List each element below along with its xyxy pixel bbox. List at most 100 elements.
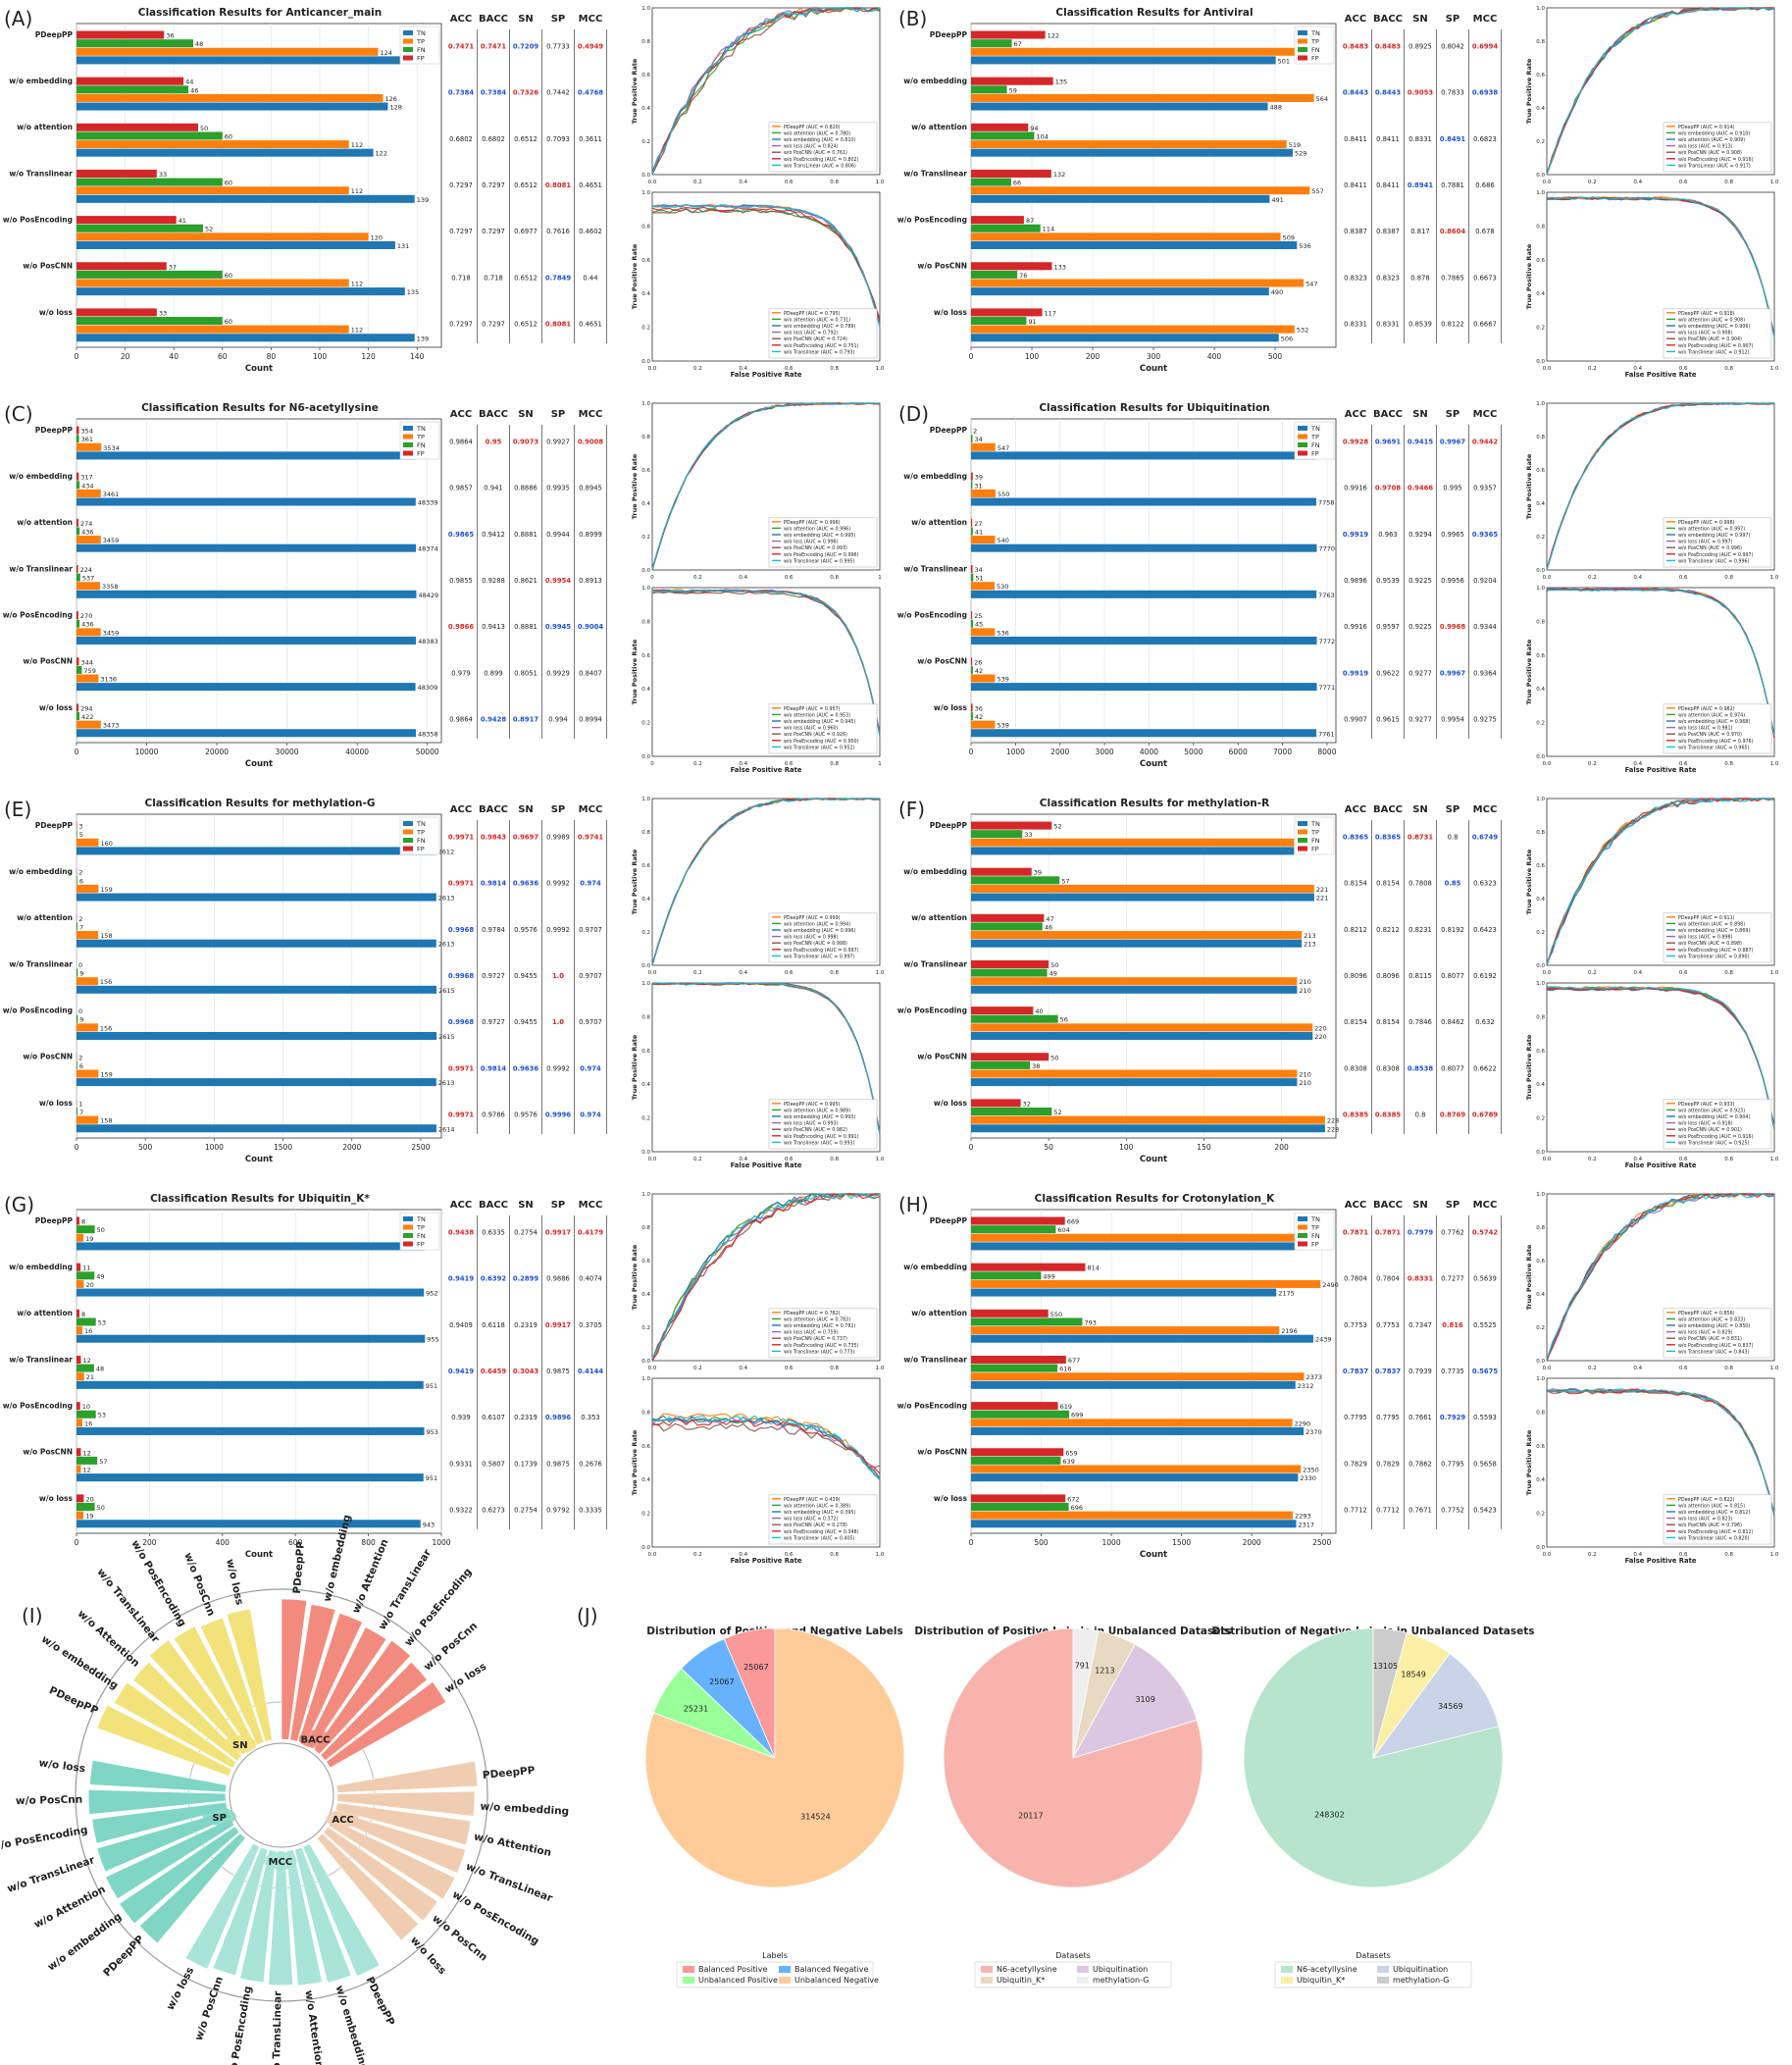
bar-value-label: 104 <box>1036 132 1048 140</box>
bar-fn <box>77 1225 95 1234</box>
roc-legend-label: PDeepPP (AUC = 0.914) <box>1678 125 1735 130</box>
roc-xtick: 0.0 <box>648 180 657 185</box>
x-tick-label: 0 <box>969 748 974 756</box>
metric-value: 0.6512 <box>514 181 538 189</box>
metric-value: 0.4949 <box>578 43 603 51</box>
bar-value-label: 2196 <box>1281 1327 1298 1335</box>
polar-bar <box>184 1842 260 1970</box>
fpr-label: False Positive Rate <box>731 371 802 379</box>
roc-legend-label: w/o PosEncoding (AUC = 0.887) <box>1678 948 1754 954</box>
metric-value: 0.6749 <box>1472 834 1498 842</box>
polar-bar <box>336 1790 476 1817</box>
metric-value: 0.7753 <box>1344 1321 1367 1329</box>
bar-fn <box>77 1364 94 1372</box>
polar-bar <box>316 1833 420 1941</box>
bar-fp <box>971 564 973 573</box>
roc-legend-label: w/o Translinear (AUC = 0.843) <box>1678 1349 1750 1355</box>
bar-value-label: 0 <box>78 961 82 969</box>
metric-value: 0.9053 <box>1408 89 1433 97</box>
metric-header: ACC <box>450 804 472 815</box>
roc-xtick: 0.2 <box>693 970 702 976</box>
pie-slice <box>1372 1652 1500 1759</box>
metric-value: 0.5807 <box>482 1460 505 1468</box>
metric-value: 0.9917 <box>545 1229 571 1237</box>
legend-swatch-fp <box>403 450 413 456</box>
bar-value-label: 41 <box>179 217 186 225</box>
pr-xtick: 0.0 <box>1543 1552 1552 1558</box>
metric-value: 0.7762 <box>1441 1229 1464 1237</box>
polar-label: w/o PosCnn <box>193 1975 226 2041</box>
roc-legend-label: w/o TransLinear (AUC = 0.806) <box>784 163 856 169</box>
metric-value: 0.9294 <box>1408 531 1432 539</box>
bar-tp <box>971 1115 1325 1124</box>
roc-xtick: 0.2 <box>693 1366 702 1371</box>
category-label: w/o embedding <box>903 1263 967 1271</box>
bar-fp <box>971 123 1029 131</box>
metric-header: BACC <box>479 804 508 815</box>
bar-fn <box>77 481 80 490</box>
pr-xtick: 0.4 <box>739 1552 747 1558</box>
pr-xtick: 0.4 <box>739 1157 747 1162</box>
legend-label: TN <box>1310 29 1320 37</box>
pie-legend-label: Ubiquitination <box>1393 1965 1448 1974</box>
metric-value: 0.9615 <box>1376 715 1400 723</box>
metric-value: 0.8731 <box>1408 834 1433 842</box>
bar-value-label: 31 <box>974 482 982 490</box>
x-tick-label: 20 <box>121 352 130 361</box>
pr-xtick: 0.4 <box>739 366 747 372</box>
bar-value-label: 2373 <box>1306 1373 1323 1381</box>
bar-value-label: 3534 <box>103 444 120 452</box>
bar-value-label: 50 <box>97 1504 105 1512</box>
bar-fp <box>971 1309 1049 1317</box>
metric-value: 0.9954 <box>545 577 571 585</box>
category-label: w/o PosEncoding <box>3 216 73 225</box>
pr-xtick: 1.0 <box>1770 366 1779 372</box>
pr-legend-label: w/o PosCNN (AUC = 0.278) <box>784 1523 847 1528</box>
roc-ytick: 1.0 <box>641 401 650 407</box>
bar-tp <box>971 628 996 637</box>
pr-xtick: 0.8 <box>1724 761 1733 767</box>
legend-swatch-fn <box>1298 1233 1307 1238</box>
bar-value-label: 547 <box>998 444 1009 452</box>
roc-legend-label: w/o PosCNN (AUC = 0.761) <box>784 150 847 156</box>
roc-xtick: 1 <box>878 575 882 581</box>
polar-label: w/o TransLinear <box>271 1990 284 2065</box>
roc-ytick: 0.6 <box>641 73 650 78</box>
legend-swatch-tn <box>1298 426 1307 431</box>
polar-bar <box>105 1818 235 1900</box>
metric-value: 0.8917 <box>513 715 538 723</box>
pr-xtick: 0.6 <box>785 1157 794 1162</box>
bar-value-label: 210 <box>1299 987 1310 995</box>
metric-value: 0.7837 <box>1343 1368 1368 1375</box>
metric-value: 0.974 <box>580 880 601 888</box>
metric-value: 0.8925 <box>1408 43 1432 51</box>
roc-ytick: 0.8 <box>1536 830 1545 836</box>
panel-h: (H) Classification Results for Crotonylat… <box>897 1192 1779 1565</box>
roc-ytick: 0.2 <box>1536 535 1545 541</box>
polar-label: w/o PosCnn <box>422 1620 480 1673</box>
metric-value: 0.9636 <box>513 880 538 888</box>
bar-value-label: 220 <box>1314 1033 1326 1041</box>
bar-fp <box>77 472 79 481</box>
pr-ytick: 0.0 <box>1536 1150 1545 1156</box>
pr-xtick: 0.6 <box>785 1552 794 1558</box>
metric-value: 0.9792 <box>546 1506 570 1514</box>
pr-legend-label: PDeepPP (AUC = 0.982) <box>1678 706 1735 712</box>
curve-roc-4 <box>1546 798 1774 966</box>
bar-value-label: 48339 <box>418 499 438 507</box>
bar-value-label: 33 <box>159 171 167 179</box>
bar-tn <box>77 729 416 738</box>
metric-value: 0.7277 <box>1441 1275 1464 1283</box>
polar-bar <box>87 1789 227 1815</box>
polar-label: PDeepPP <box>47 1684 100 1717</box>
polar-bar <box>289 1604 336 1742</box>
polar-bar <box>285 1849 323 1987</box>
bar-fp <box>971 821 1052 830</box>
bar-value-label: 45 <box>975 621 983 629</box>
bar-fn <box>971 39 1012 48</box>
category-label: w/o embedding <box>903 77 967 85</box>
metric-value: 0.8323 <box>1344 274 1367 282</box>
bar-value-label: 10 <box>82 1403 90 1411</box>
outer-ring <box>75 1588 488 2002</box>
bar-tn <box>971 56 1276 65</box>
